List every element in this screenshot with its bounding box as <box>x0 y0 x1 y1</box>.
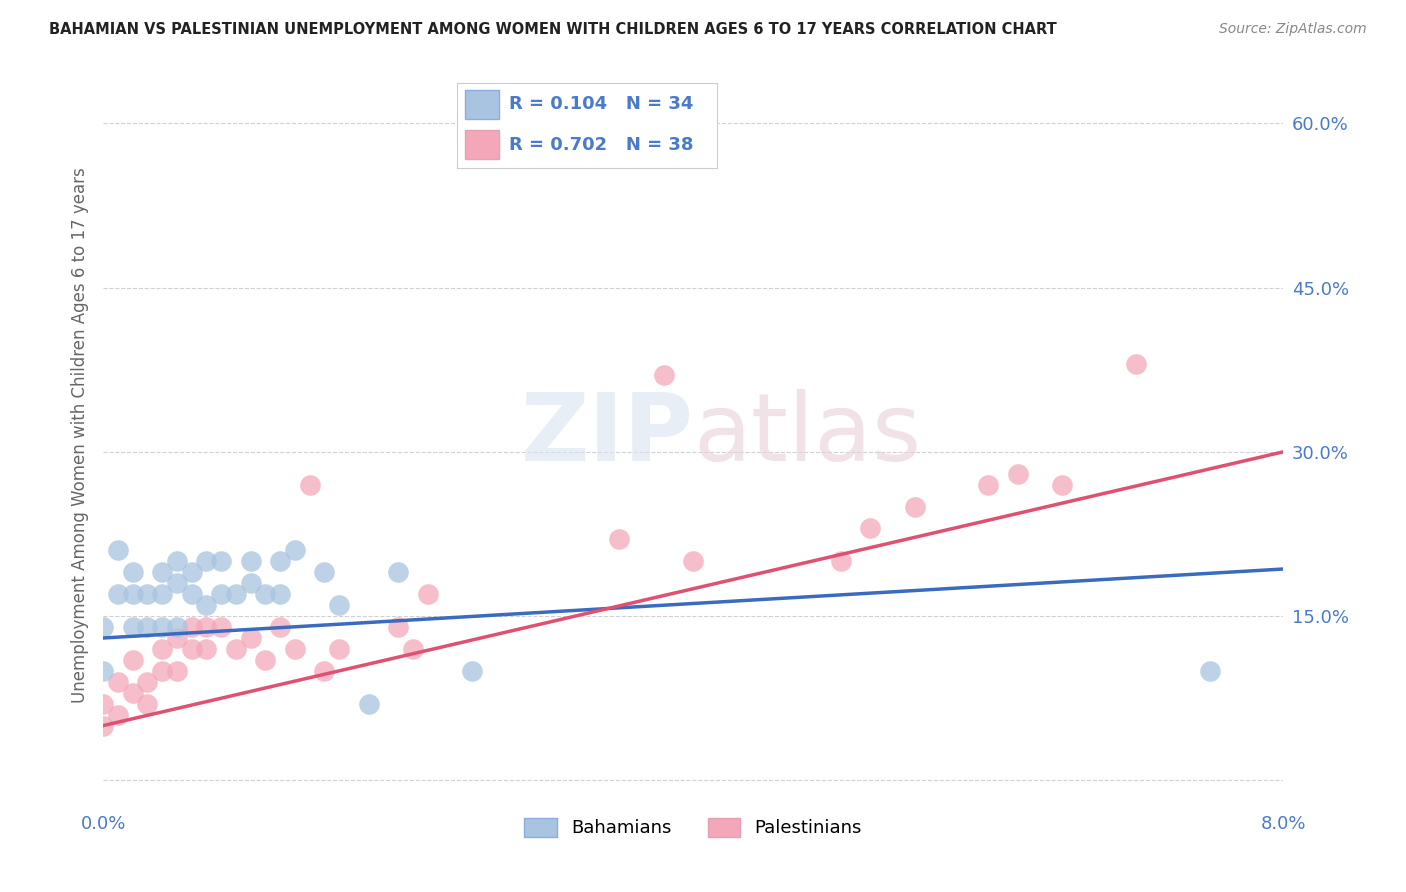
Point <box>166 554 188 568</box>
Point <box>328 598 350 612</box>
Point <box>107 707 129 722</box>
Point <box>903 500 925 514</box>
Point <box>195 642 218 657</box>
Point <box>225 587 247 601</box>
Point <box>859 521 882 535</box>
Point <box>609 533 631 547</box>
Point <box>402 642 425 657</box>
Point <box>387 620 409 634</box>
Point <box>150 566 173 580</box>
Point <box>166 664 188 678</box>
Point <box>977 477 1000 491</box>
Point <box>1125 357 1147 371</box>
Point <box>136 587 159 601</box>
Point <box>180 620 202 634</box>
Point <box>180 566 202 580</box>
Point <box>269 620 291 634</box>
Point <box>166 620 188 634</box>
Point <box>91 620 114 634</box>
Point <box>107 587 129 601</box>
Point <box>1198 664 1220 678</box>
Point <box>269 587 291 601</box>
Point <box>136 697 159 711</box>
Text: ZIP: ZIP <box>520 390 693 482</box>
Point <box>166 576 188 591</box>
Point <box>91 697 114 711</box>
Point <box>269 554 291 568</box>
Text: atlas: atlas <box>693 390 921 482</box>
Point <box>416 587 439 601</box>
Text: BAHAMIAN VS PALESTINIAN UNEMPLOYMENT AMONG WOMEN WITH CHILDREN AGES 6 TO 17 YEAR: BAHAMIAN VS PALESTINIAN UNEMPLOYMENT AMO… <box>49 22 1057 37</box>
Point <box>121 620 143 634</box>
Point <box>1007 467 1029 481</box>
Point <box>239 554 262 568</box>
Point <box>150 664 173 678</box>
Point <box>298 477 321 491</box>
Point <box>121 566 143 580</box>
Point <box>328 642 350 657</box>
Point <box>652 368 675 383</box>
Point <box>150 620 173 634</box>
Point <box>209 554 232 568</box>
Point <box>121 587 143 601</box>
Point <box>209 620 232 634</box>
Text: Source: ZipAtlas.com: Source: ZipAtlas.com <box>1219 22 1367 37</box>
Point <box>209 587 232 601</box>
Point <box>284 543 307 558</box>
Point <box>136 620 159 634</box>
Point <box>91 664 114 678</box>
Point <box>357 697 380 711</box>
Point <box>180 642 202 657</box>
Point <box>314 566 336 580</box>
Point <box>121 686 143 700</box>
Point <box>284 642 307 657</box>
Point <box>239 576 262 591</box>
Legend: Bahamians, Palestinians: Bahamians, Palestinians <box>517 811 869 845</box>
Point <box>682 554 704 568</box>
Point <box>121 653 143 667</box>
Point <box>150 587 173 601</box>
Point <box>150 642 173 657</box>
Point <box>136 674 159 689</box>
Point <box>314 664 336 678</box>
Point <box>225 642 247 657</box>
Point <box>1050 477 1073 491</box>
Point <box>107 543 129 558</box>
Y-axis label: Unemployment Among Women with Children Ages 6 to 17 years: Unemployment Among Women with Children A… <box>72 168 89 703</box>
Point <box>180 587 202 601</box>
Point <box>107 674 129 689</box>
Point <box>195 554 218 568</box>
Point <box>830 554 852 568</box>
Point <box>239 631 262 645</box>
Point <box>166 631 188 645</box>
Point <box>91 718 114 732</box>
Point <box>387 566 409 580</box>
Point <box>461 664 484 678</box>
Point <box>195 598 218 612</box>
Point <box>195 620 218 634</box>
Point <box>254 587 277 601</box>
Point <box>254 653 277 667</box>
